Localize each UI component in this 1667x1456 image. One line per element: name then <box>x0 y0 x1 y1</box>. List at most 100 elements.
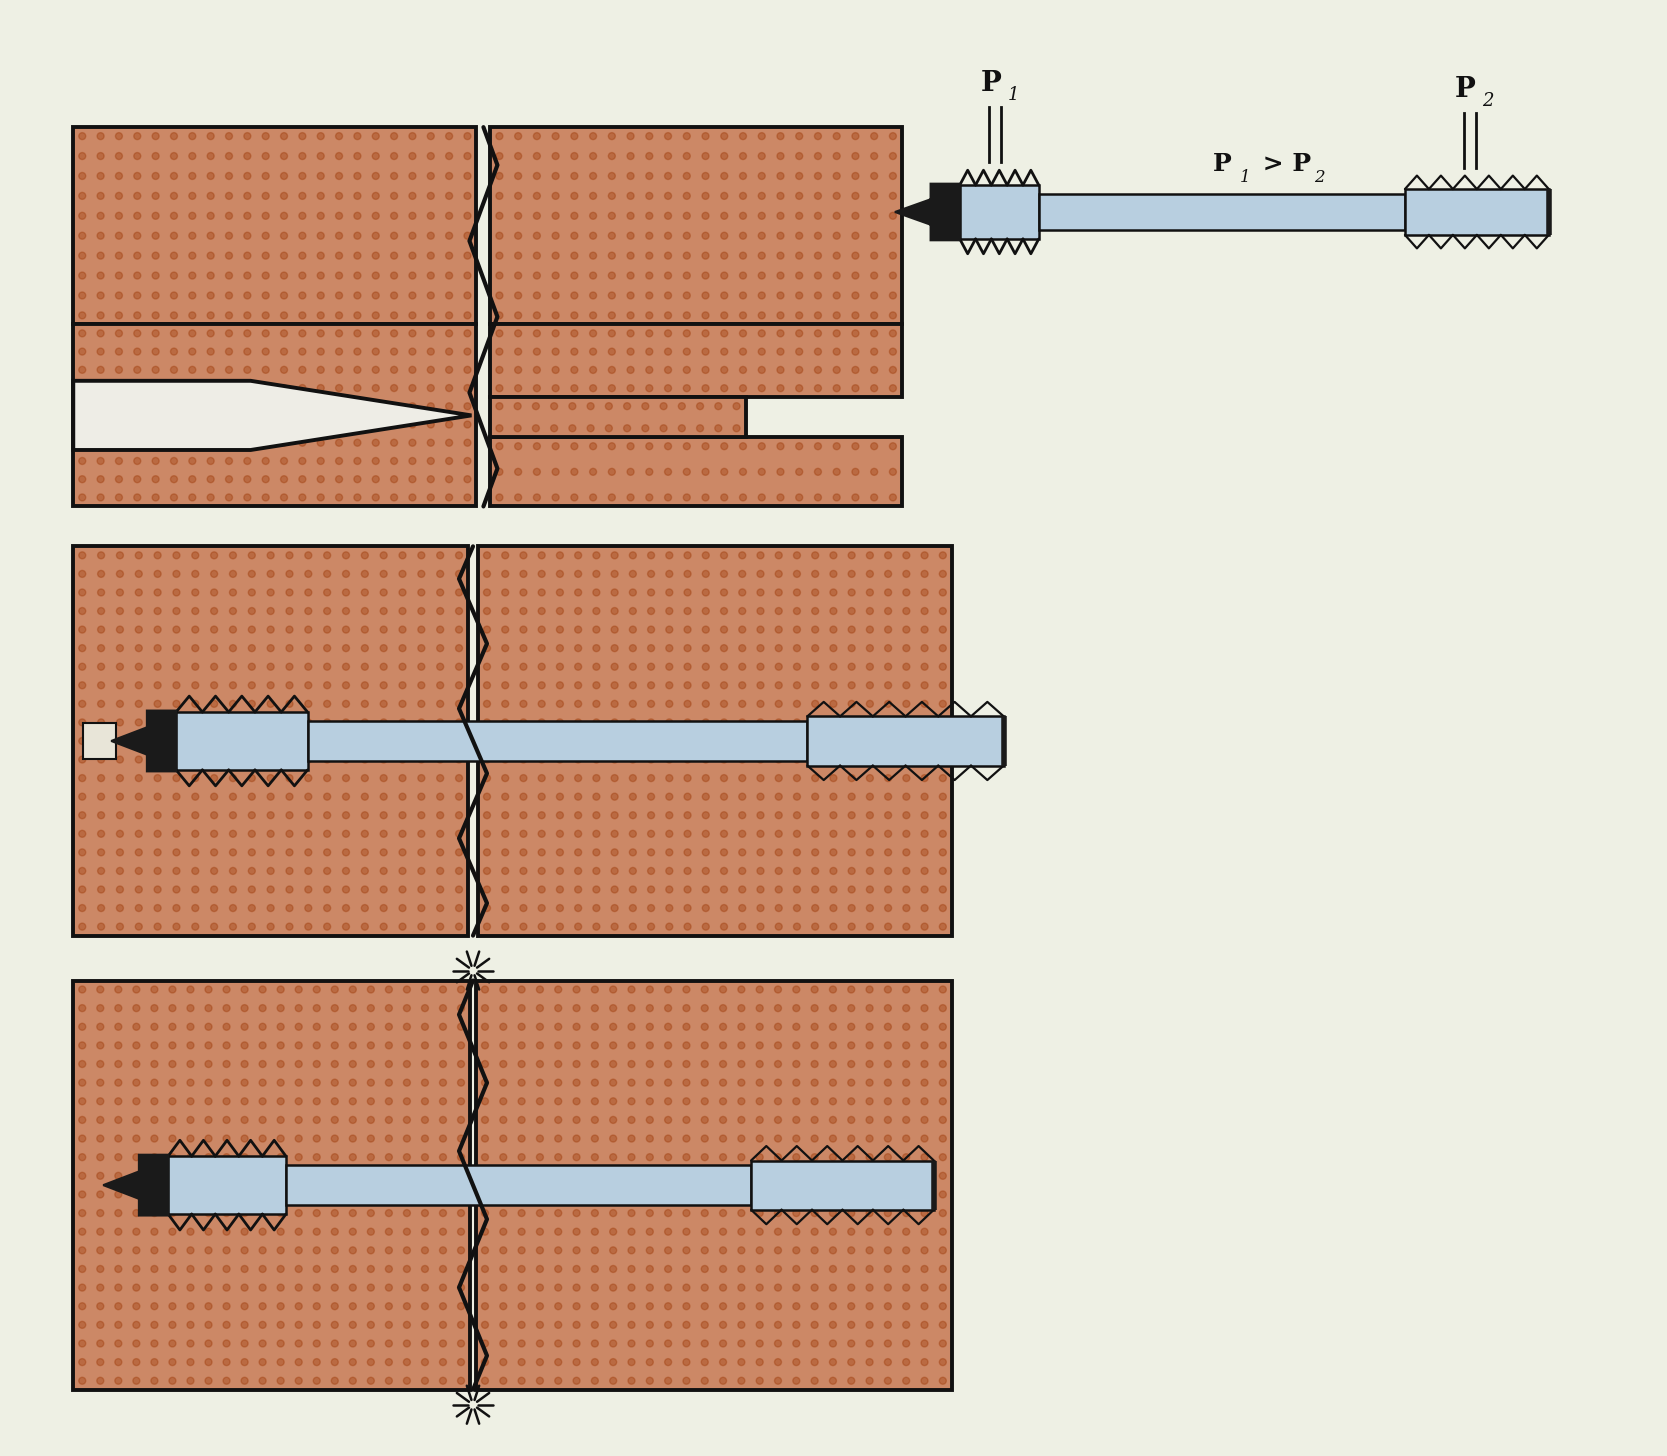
Circle shape <box>757 645 763 652</box>
Circle shape <box>867 1284 874 1291</box>
Circle shape <box>573 1024 580 1031</box>
Circle shape <box>702 172 708 179</box>
Circle shape <box>867 1060 874 1067</box>
Circle shape <box>295 1042 302 1048</box>
Circle shape <box>133 172 140 179</box>
Circle shape <box>483 552 490 559</box>
Circle shape <box>115 1303 122 1310</box>
Circle shape <box>418 794 425 801</box>
Circle shape <box>133 153 140 160</box>
Circle shape <box>815 384 822 392</box>
Circle shape <box>78 904 85 911</box>
Circle shape <box>939 887 947 893</box>
Circle shape <box>192 775 198 782</box>
Circle shape <box>920 1377 929 1385</box>
Circle shape <box>520 552 527 559</box>
Circle shape <box>702 830 708 837</box>
Circle shape <box>168 1246 177 1254</box>
Circle shape <box>702 443 708 450</box>
Circle shape <box>665 469 672 475</box>
Circle shape <box>173 830 180 837</box>
Circle shape <box>298 172 305 179</box>
Circle shape <box>939 1042 947 1048</box>
Circle shape <box>647 830 655 837</box>
Circle shape <box>342 738 350 744</box>
Circle shape <box>223 1358 230 1366</box>
Circle shape <box>647 868 655 875</box>
Circle shape <box>592 1060 598 1067</box>
Circle shape <box>904 887 910 893</box>
Circle shape <box>98 775 105 782</box>
Circle shape <box>647 681 655 689</box>
Circle shape <box>205 1098 212 1105</box>
Circle shape <box>280 293 287 298</box>
Circle shape <box>287 756 293 763</box>
Circle shape <box>78 476 85 483</box>
Circle shape <box>422 1005 428 1012</box>
Circle shape <box>192 738 198 744</box>
Circle shape <box>115 1005 122 1012</box>
Circle shape <box>550 403 558 409</box>
Circle shape <box>757 664 763 670</box>
Circle shape <box>362 849 368 856</box>
Circle shape <box>702 1229 708 1235</box>
Circle shape <box>455 571 462 578</box>
Circle shape <box>904 700 910 708</box>
Circle shape <box>115 1340 122 1347</box>
Circle shape <box>437 664 443 670</box>
Circle shape <box>610 1024 617 1031</box>
Circle shape <box>463 403 472 409</box>
Circle shape <box>403 1191 410 1198</box>
Circle shape <box>849 1246 855 1254</box>
Circle shape <box>830 904 837 911</box>
Circle shape <box>538 645 545 652</box>
Circle shape <box>403 1117 410 1124</box>
Circle shape <box>267 571 273 578</box>
Circle shape <box>115 172 122 179</box>
Circle shape <box>115 986 122 993</box>
Circle shape <box>223 1117 230 1124</box>
Circle shape <box>153 645 162 652</box>
Circle shape <box>342 775 350 782</box>
Circle shape <box>575 738 582 744</box>
Circle shape <box>133 232 140 239</box>
Circle shape <box>573 986 580 993</box>
Circle shape <box>532 403 540 409</box>
Circle shape <box>849 775 855 782</box>
Circle shape <box>248 756 255 763</box>
Circle shape <box>557 552 563 559</box>
Circle shape <box>775 664 782 670</box>
Circle shape <box>849 700 855 708</box>
Circle shape <box>555 1284 562 1291</box>
Circle shape <box>557 664 563 670</box>
Circle shape <box>518 1024 525 1031</box>
Circle shape <box>702 794 708 801</box>
Circle shape <box>243 312 250 319</box>
Bar <box>287 1165 752 1204</box>
Circle shape <box>890 469 897 475</box>
Circle shape <box>170 213 177 220</box>
Circle shape <box>665 552 673 559</box>
Circle shape <box>683 1153 690 1160</box>
Circle shape <box>775 794 782 801</box>
Circle shape <box>520 868 527 875</box>
Circle shape <box>323 830 330 837</box>
Circle shape <box>287 664 293 670</box>
Circle shape <box>78 384 85 392</box>
Circle shape <box>552 153 558 160</box>
Circle shape <box>502 794 508 801</box>
Circle shape <box>775 607 782 614</box>
Circle shape <box>645 494 653 501</box>
Circle shape <box>335 192 342 199</box>
Circle shape <box>665 1246 672 1254</box>
Circle shape <box>135 590 142 596</box>
Circle shape <box>115 153 122 160</box>
Circle shape <box>403 986 410 993</box>
Circle shape <box>262 312 268 319</box>
Circle shape <box>353 272 360 280</box>
Circle shape <box>117 664 123 670</box>
Circle shape <box>939 1322 947 1328</box>
Circle shape <box>483 719 490 727</box>
Circle shape <box>408 312 417 319</box>
Circle shape <box>187 1191 193 1198</box>
